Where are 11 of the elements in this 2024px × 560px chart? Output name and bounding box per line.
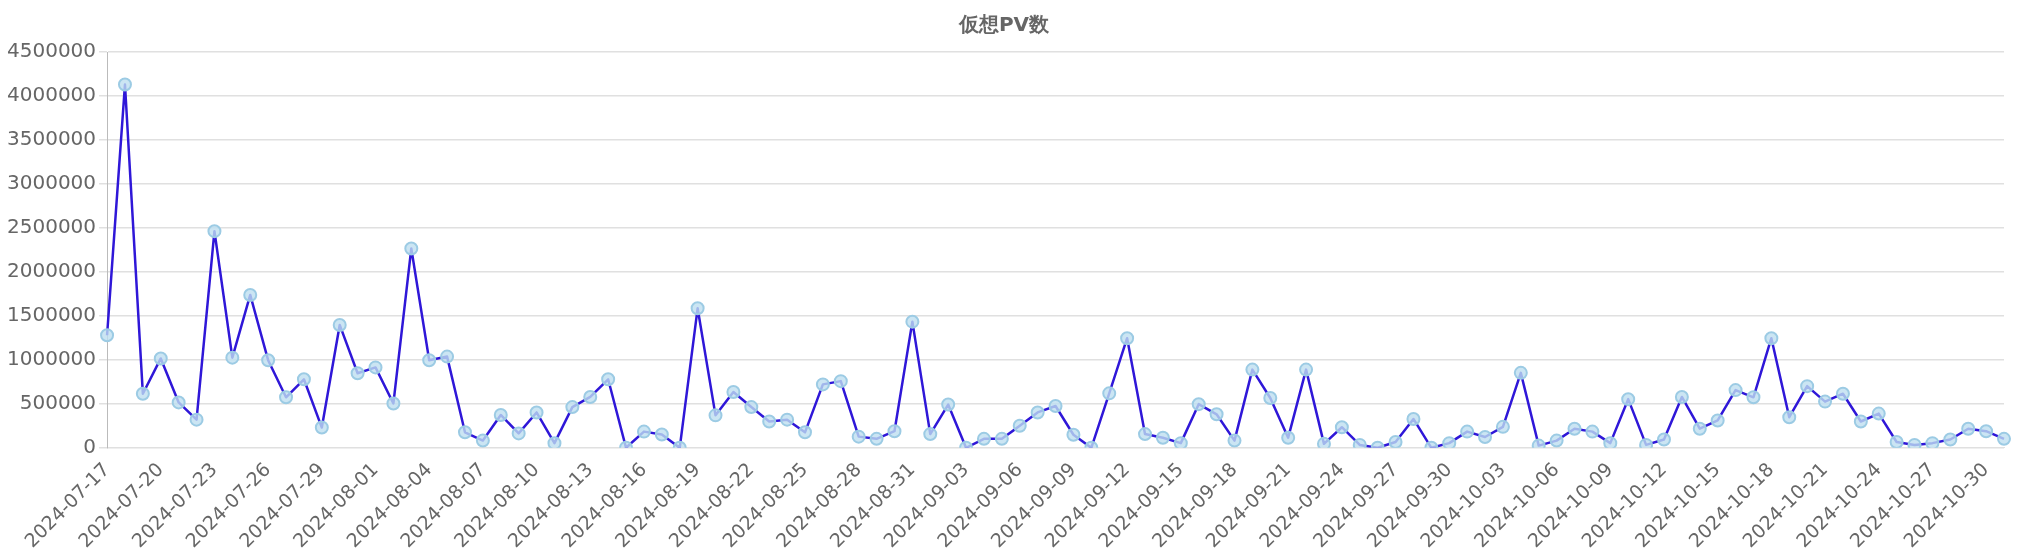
y-tick-label: 4000000: [6, 82, 97, 107]
y-tick-label: 1500000: [6, 302, 97, 327]
y-tick-label: 3000000: [6, 170, 97, 195]
y-tick-label: 3500000: [6, 126, 97, 151]
y-tick-label: 1000000: [6, 346, 97, 371]
y-tick-label: 0: [83, 434, 97, 458]
y-tick-label: 2000000: [6, 258, 97, 283]
chart-title: 仮想PV数: [957, 12, 1051, 37]
y-tick-label: 500000: [19, 390, 97, 415]
y-tick-label: 2500000: [6, 214, 97, 239]
y-tick-label: 4500000: [6, 38, 97, 63]
